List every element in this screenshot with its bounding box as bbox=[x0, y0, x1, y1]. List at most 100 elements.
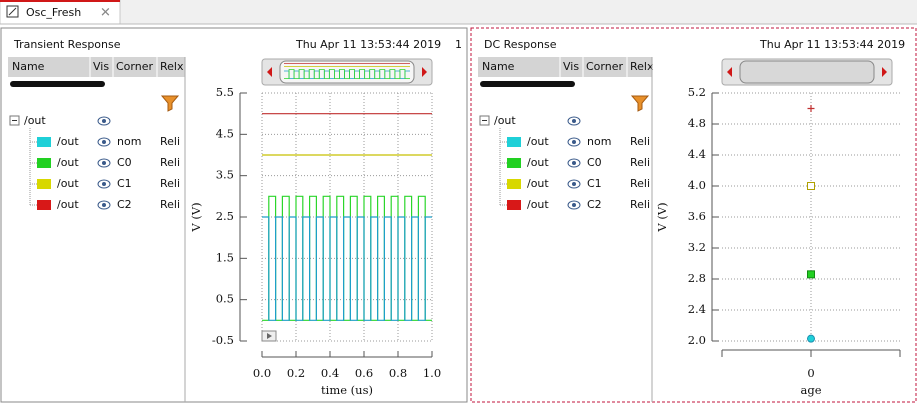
corner-name: C0 bbox=[117, 156, 132, 169]
y-tick-label: 2.0 bbox=[688, 333, 706, 347]
tree-root: /out bbox=[494, 114, 516, 127]
scroll-thumb[interactable] bbox=[739, 60, 875, 84]
scroll-left[interactable] bbox=[727, 67, 732, 77]
y-axis-label: V (V) bbox=[655, 202, 669, 232]
y-tick-label: 2.4 bbox=[688, 302, 706, 316]
relx-value: Reli bbox=[630, 198, 650, 211]
corner-name: C2 bbox=[117, 198, 132, 211]
y-tick-label: 2.8 bbox=[688, 271, 706, 285]
relx-value: Reli bbox=[630, 177, 650, 190]
x-tick-label: 0.0 bbox=[253, 366, 271, 380]
y-tick-label: 4.4 bbox=[688, 147, 706, 161]
color-swatch bbox=[37, 137, 51, 147]
relx-value: Reli bbox=[160, 177, 180, 190]
y-tick-label: 5.5 bbox=[216, 85, 234, 99]
x-tick-label: 0.6 bbox=[355, 366, 373, 380]
signal-name: /out bbox=[57, 198, 79, 211]
corner-name: nom bbox=[117, 135, 141, 148]
scroll-right[interactable] bbox=[882, 67, 887, 77]
signal-name: /out bbox=[57, 156, 79, 169]
color-swatch bbox=[37, 179, 51, 189]
visibility-pupil bbox=[572, 140, 576, 144]
corner-name: C2 bbox=[587, 198, 602, 211]
tab[interactable] bbox=[0, 0, 121, 25]
scroll-right[interactable] bbox=[422, 67, 427, 77]
scroll-thumb[interactable] bbox=[279, 60, 415, 84]
filter-bar bbox=[480, 81, 575, 87]
panel-title: DC Response bbox=[484, 38, 557, 51]
point bbox=[807, 105, 815, 112]
signal-name: /out bbox=[57, 135, 79, 148]
column-header[interactable]: Corner bbox=[116, 60, 153, 73]
timestamp: Thu Apr 11 13:53:44 2019 bbox=[759, 38, 905, 51]
relx-value: Reli bbox=[630, 135, 650, 148]
panel-title: Transient Response bbox=[13, 38, 121, 51]
color-swatch bbox=[37, 158, 51, 168]
color-swatch bbox=[507, 200, 521, 210]
y-tick-label: 3.2 bbox=[688, 240, 706, 254]
y-tick-label: 0.5 bbox=[216, 292, 234, 306]
visibility-pupil bbox=[102, 161, 106, 165]
corner-name: C1 bbox=[117, 177, 132, 190]
visibility-pupil bbox=[572, 182, 576, 186]
x-axis-label: time (us) bbox=[321, 383, 373, 397]
tree-root: /out bbox=[24, 114, 46, 127]
x-tick-label: 0 bbox=[807, 366, 814, 380]
tab-close[interactable]: ✕ bbox=[100, 6, 111, 21]
relx-value: Reli bbox=[160, 198, 180, 211]
visibility-pupil bbox=[572, 161, 576, 165]
column-header[interactable]: Corner bbox=[586, 60, 623, 73]
filter-icon[interactable] bbox=[630, 95, 650, 112]
y-tick-label: 2.5 bbox=[216, 209, 234, 223]
waveform-preview bbox=[284, 70, 410, 79]
plot-index: 1 bbox=[455, 38, 462, 51]
color-swatch bbox=[507, 137, 521, 147]
filter-bar bbox=[10, 81, 105, 87]
y-tick-label: 3.5 bbox=[216, 168, 234, 182]
tab-icon-stroke bbox=[8, 7, 17, 16]
x-tick-label: 0.8 bbox=[389, 366, 407, 380]
signal-name: /out bbox=[57, 177, 79, 190]
signal-name: /out bbox=[527, 177, 549, 190]
column-header[interactable]: Relx bbox=[160, 60, 184, 73]
x-tick-label: 1.0 bbox=[423, 366, 441, 380]
scroll-left[interactable] bbox=[267, 67, 272, 77]
tab-bar bbox=[0, 0, 917, 24]
panel-frame bbox=[0, 27, 468, 403]
color-swatch bbox=[507, 179, 521, 189]
waveform bbox=[262, 216, 432, 321]
color-swatch bbox=[507, 158, 521, 168]
visibility-pupil bbox=[102, 119, 106, 123]
list-header bbox=[478, 57, 652, 77]
column-header[interactable]: Name bbox=[12, 60, 45, 73]
timestamp: Thu Apr 11 13:53:44 2019 bbox=[295, 38, 441, 51]
y-tick-label: 1.5 bbox=[216, 250, 234, 264]
list-header bbox=[8, 57, 185, 77]
tab-label: Osc_Fresh bbox=[26, 6, 81, 19]
waveform bbox=[262, 195, 432, 321]
signal-name: /out bbox=[527, 135, 549, 148]
filter-icon[interactable] bbox=[160, 95, 180, 112]
y-tick-label: 4.5 bbox=[216, 126, 234, 140]
visibility-pupil bbox=[102, 203, 106, 207]
x-tick-label: 0.2 bbox=[287, 366, 305, 380]
corner-name: C1 bbox=[587, 177, 602, 190]
column-header[interactable]: Name bbox=[482, 60, 515, 73]
column-header[interactable]: Vis bbox=[563, 60, 579, 73]
signal-name: /out bbox=[527, 156, 549, 169]
visibility-pupil bbox=[102, 140, 106, 144]
point bbox=[807, 182, 815, 190]
visibility-pupil bbox=[572, 203, 576, 207]
relx-value: Reli bbox=[160, 135, 180, 148]
waveform-preview bbox=[284, 69, 410, 79]
relx-value: Reli bbox=[160, 156, 180, 169]
color-swatch bbox=[37, 200, 51, 210]
y-axis-label: V (V) bbox=[189, 202, 203, 232]
y-tick-label: -0.5 bbox=[212, 333, 234, 347]
column-header[interactable]: Vis bbox=[93, 60, 109, 73]
relx-value: Reli bbox=[630, 156, 650, 169]
point bbox=[807, 270, 815, 279]
column-header[interactable]: Relx bbox=[630, 60, 654, 73]
tab-accent bbox=[0, 0, 120, 2]
